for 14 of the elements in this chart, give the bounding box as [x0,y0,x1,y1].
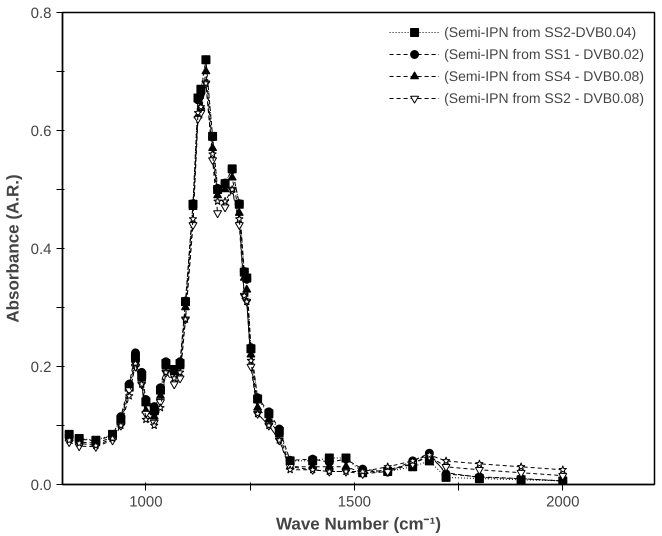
y-tick-label: 0.0 [30,477,52,494]
legend-label: (Semi-IPN from SS4 - DVB0.08) [444,68,644,84]
x-tick-label: 1500 [338,494,372,510]
legend-label: (Semi-IPN from SS1 - DVB0.02) [444,46,644,62]
y-tick-label: 0.8 [30,5,52,22]
y-tick-label: 0.2 [30,359,52,376]
x-tick-label: 2000 [546,494,580,510]
x-tick-label: 1000 [129,494,163,510]
y-tick-label: 0.6 [30,123,52,140]
x-axis-title: Wave Number (cm⁻¹) [276,514,442,534]
legend-label: (Semi-IPN from SS2 - DVB0.08) [444,90,644,106]
y-axis-title: Absorbance (A.R.) [4,174,23,323]
legend-label: (Semi-IPN from SS2-DVB0.04) [444,24,636,40]
y-tick-label: 0.4 [30,241,52,258]
